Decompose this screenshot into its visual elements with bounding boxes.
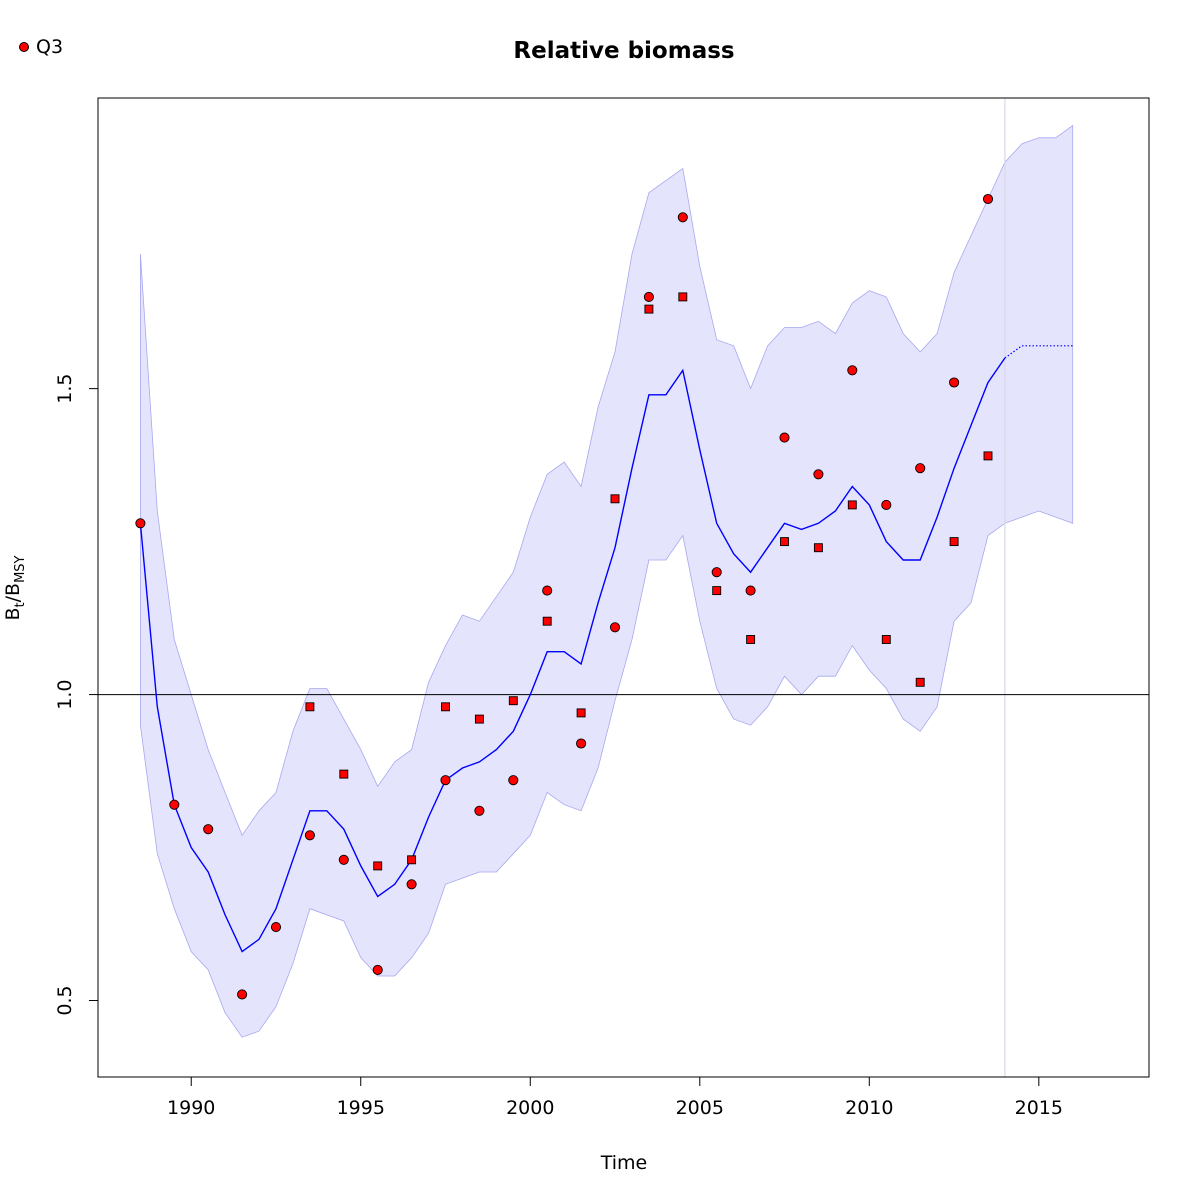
x-tick-label: 1990: [167, 1097, 215, 1119]
series-circle-index: [135, 193, 994, 1000]
y-axis: 0.5 1.0 1.5: [54, 373, 98, 1016]
data-point-circle: [915, 463, 926, 474]
data-point-circle: [813, 469, 824, 480]
data-point-square: [983, 451, 993, 461]
data-point-circle: [372, 964, 383, 975]
data-point-circle: [949, 377, 960, 388]
x-tick-label: 2000: [506, 1097, 554, 1119]
data-point-square: [847, 500, 857, 510]
data-point-square: [576, 708, 586, 718]
data-point-circle: [338, 854, 349, 865]
data-point-square: [881, 635, 891, 644]
data-point-square: [813, 543, 823, 553]
data-point-circle: [406, 879, 417, 890]
data-point-circle: [237, 989, 248, 1000]
data-point-circle: [847, 365, 858, 376]
x-tick-label: 2015: [1015, 1097, 1063, 1119]
series-square-index: [305, 292, 993, 871]
data-point-square: [474, 714, 484, 724]
data-point-square: [339, 769, 349, 779]
data-point-circle: [169, 799, 180, 810]
data-point-square: [746, 635, 756, 644]
legend: Q3: [19, 36, 63, 58]
plot-area: [98, 98, 1149, 1077]
data-point-square: [644, 304, 654, 314]
data-point-circle: [508, 775, 519, 786]
y-tick-label: 1.5: [54, 373, 76, 403]
data-point-square: [949, 537, 959, 547]
x-tick-label: 2010: [845, 1097, 893, 1119]
data-point-square: [610, 494, 620, 504]
plot-frame: [97, 97, 1150, 1078]
projection-line: [1004, 345, 1073, 359]
legend-marker-q3: [19, 42, 29, 52]
data-point-circle: [881, 499, 892, 510]
data-point-square: [712, 586, 722, 596]
data-point-circle: [304, 830, 315, 841]
data-point-circle: [270, 922, 282, 933]
confidence-band: [140, 124, 1074, 1038]
data-point-square: [441, 702, 450, 712]
legend-label-q3: Q3: [36, 36, 63, 58]
data-point-circle: [677, 212, 688, 223]
data-point-square: [508, 696, 518, 706]
data-point-circle: [711, 567, 722, 578]
data-point-square: [678, 292, 688, 302]
chart-title: Relative biomass: [513, 38, 734, 64]
x-axis-label: Time: [600, 1152, 648, 1174]
median-line: [139, 357, 1006, 953]
y-axis-label-sep: /B: [2, 583, 24, 602]
y-axis-label-sub2: MSY: [13, 555, 28, 582]
data-point-square: [305, 702, 315, 712]
y-axis-label: Bt/BMSY: [2, 555, 28, 620]
data-point-circle: [643, 291, 654, 302]
data-point-circle: [474, 805, 485, 816]
x-tick-label: 1995: [337, 1097, 385, 1119]
x-tick-label: 2005: [676, 1097, 724, 1119]
data-point-square: [780, 537, 789, 547]
data-point-circle: [576, 738, 587, 749]
data-point-square: [542, 616, 552, 626]
data-point-circle: [745, 585, 756, 596]
data-point-circle: [542, 585, 553, 596]
y-tick-label: 0.5: [54, 985, 76, 1015]
y-axis-label-sub1: t: [13, 602, 28, 607]
data-point-square: [373, 861, 383, 871]
data-point-circle: [779, 432, 790, 443]
data-point-circle: [135, 518, 146, 529]
data-point-circle: [609, 622, 621, 633]
data-point-circle: [982, 193, 994, 205]
y-axis-label-main: B: [2, 607, 24, 620]
data-point-square: [915, 677, 925, 687]
data-point-circle: [203, 824, 214, 835]
x-axis: 1990 1995 2000 2005 2010 2015: [167, 1077, 1063, 1119]
data-point-circle: [440, 775, 451, 786]
y-tick-label: 1.0: [54, 679, 76, 709]
data-point-square: [407, 855, 417, 865]
